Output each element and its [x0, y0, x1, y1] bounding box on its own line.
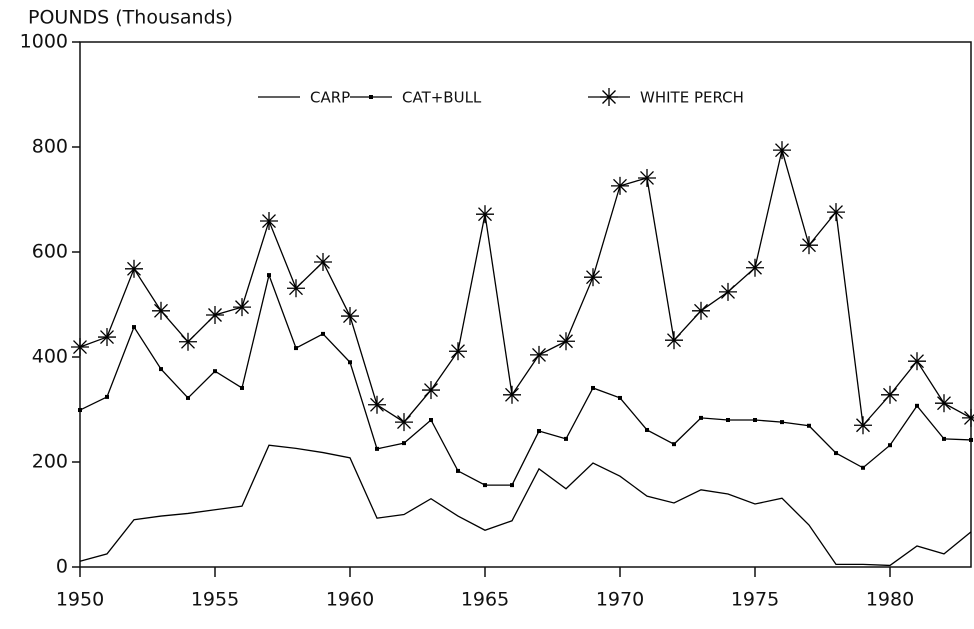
- point: [233, 298, 251, 316]
- legend-label: CARP: [310, 89, 350, 107]
- point: [753, 418, 757, 422]
- y-axis-label: POUNDS (Thousands): [28, 7, 233, 29]
- point: [341, 307, 359, 325]
- point: [584, 268, 602, 286]
- x-tick-label: 1965: [461, 589, 509, 611]
- point: [132, 325, 136, 329]
- point: [591, 386, 595, 390]
- point: [807, 424, 811, 428]
- point: [773, 141, 791, 159]
- point: [71, 338, 89, 356]
- point: [800, 236, 818, 254]
- x-tick-label: 1980: [866, 589, 914, 611]
- point: [618, 396, 622, 400]
- point: [78, 408, 82, 412]
- point: [510, 483, 514, 487]
- point: [422, 381, 440, 399]
- point: [152, 302, 170, 320]
- point: [530, 346, 548, 364]
- point: [611, 177, 629, 195]
- point: [935, 394, 953, 412]
- point: [105, 395, 109, 399]
- point: [213, 369, 217, 373]
- point: [537, 429, 541, 433]
- point: [692, 302, 710, 320]
- legend-label: WHITE PERCH: [640, 89, 744, 107]
- x-tick-label: 1960: [326, 589, 374, 611]
- point: [179, 333, 197, 351]
- y-tick-label: 1000: [20, 31, 68, 53]
- point: [294, 346, 298, 350]
- y-tick-label: 600: [32, 241, 68, 263]
- y-tick-label: 400: [32, 346, 68, 368]
- point: [726, 418, 730, 422]
- point: [314, 253, 332, 271]
- y-tick-label: 200: [32, 451, 68, 473]
- point: [827, 203, 845, 221]
- point: [564, 437, 568, 441]
- point: [159, 367, 163, 371]
- point: [125, 260, 143, 278]
- point: [368, 396, 386, 414]
- point: [429, 418, 433, 422]
- legend-label: CAT+BULL: [402, 89, 482, 107]
- legend-marker: [600, 88, 618, 106]
- point: [186, 396, 190, 400]
- point: [861, 466, 865, 470]
- point: [665, 331, 683, 349]
- point: [267, 273, 271, 277]
- point: [942, 437, 946, 441]
- point: [834, 451, 838, 455]
- point: [915, 404, 919, 408]
- series-line: [80, 445, 971, 565]
- point: [449, 342, 467, 360]
- point: [287, 279, 305, 297]
- point: [672, 442, 676, 446]
- point: [456, 469, 460, 473]
- point: [908, 352, 926, 370]
- point: [881, 386, 899, 404]
- point: [962, 409, 974, 427]
- point: [260, 212, 278, 230]
- x-tick-label: 1950: [56, 589, 104, 611]
- point: [375, 447, 379, 451]
- point: [557, 332, 575, 350]
- point: [402, 441, 406, 445]
- x-tick-label: 1970: [596, 589, 644, 611]
- point: [476, 205, 494, 223]
- point: [780, 420, 784, 424]
- point: [503, 386, 521, 404]
- point: [240, 386, 244, 390]
- point: [699, 416, 703, 420]
- point: [719, 283, 737, 301]
- y-tick-label: 800: [32, 136, 68, 158]
- point: [98, 328, 116, 346]
- point: [638, 169, 656, 187]
- point: [206, 306, 224, 324]
- point: [888, 443, 892, 447]
- point: [395, 413, 413, 431]
- legend-marker: [369, 95, 373, 99]
- point: [746, 259, 764, 277]
- series-line: [80, 150, 971, 425]
- point: [854, 416, 872, 434]
- point: [645, 428, 649, 432]
- point: [321, 332, 325, 336]
- x-tick-label: 1975: [731, 589, 779, 611]
- y-tick-label: 0: [56, 556, 68, 578]
- point: [348, 360, 352, 364]
- point: [483, 483, 487, 487]
- plot-frame: [80, 42, 971, 567]
- point: [969, 438, 973, 442]
- x-tick-label: 1955: [191, 589, 239, 611]
